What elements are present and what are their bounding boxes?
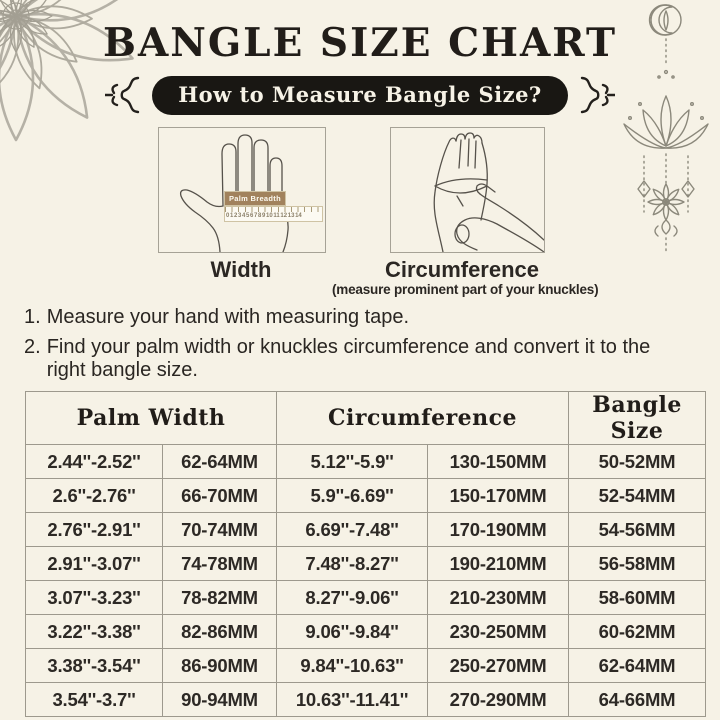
table-cell: 62-64MM bbox=[568, 648, 707, 683]
width-caption: Width bbox=[210, 257, 272, 282]
instruction-list: 1. Measure your hand with measuring tape.… bbox=[24, 306, 696, 389]
table-header-row: Palm Width Circumference Bangle Size bbox=[24, 391, 707, 445]
ruler-ticks bbox=[225, 207, 322, 212]
table-cell: 52-54MM bbox=[568, 478, 707, 513]
table-cell: 170-190MM bbox=[427, 512, 570, 547]
curly-flourish-right-icon bbox=[580, 76, 615, 114]
table-cell: 82-86MM bbox=[161, 614, 278, 649]
table-row: 2.6''-2.76'' 66-70MM 5.9''-6.69'' 150-170MM… bbox=[25, 478, 707, 513]
table-cell: 56-58MM bbox=[568, 546, 707, 581]
table-cell: 66-70MM bbox=[161, 478, 278, 513]
table-cell: 2.91''-3.07'' bbox=[25, 546, 163, 581]
size-table-head: Palm Width Circumference Bangle Size bbox=[24, 391, 707, 445]
table-row: 2.44''-2.52'' 62-64MM 5.12''-5.9'' 130-150M… bbox=[25, 444, 707, 479]
table-cell: 9.84''-10.63'' bbox=[276, 648, 429, 683]
table-cell: 70-74MM bbox=[161, 512, 278, 547]
circumference-subcaption: (measure prominent part of your knuckles… bbox=[332, 282, 599, 297]
table-row: 3.38''-3.54'' 86-90MM 9.84''-10.63'' 250-27… bbox=[25, 648, 707, 683]
measuring-tape: Palm Breadth 0 1 2 3 4 5 6 7 8 9 10 11 1… bbox=[224, 188, 323, 222]
table-cell: 50-52MM bbox=[568, 444, 707, 479]
table-cell: 270-290MM bbox=[427, 682, 570, 717]
table-cell: 10.63''-11.41'' bbox=[276, 682, 429, 717]
size-table-body: 2.44''-2.52'' 62-64MM 5.12''-5.9'' 130-150M… bbox=[25, 444, 707, 717]
width-illustration-box: Palm Breadth 0 1 2 3 4 5 6 7 8 9 10 11 1… bbox=[158, 127, 326, 253]
table-cell: 3.38''-3.54'' bbox=[25, 648, 163, 683]
ruler-numbers: 0 1 2 3 4 5 6 7 8 9 10 11 12 13 14 bbox=[226, 213, 302, 219]
page-title: BANGLE SIZE CHART bbox=[103, 20, 617, 66]
table-cell: 64-66MM bbox=[568, 682, 707, 717]
instruction-item: 2. Find your palm width or knuckles circu… bbox=[24, 336, 696, 382]
ruler-strip: 0 1 2 3 4 5 6 7 8 9 10 11 12 13 14 bbox=[224, 206, 323, 222]
tape-label: Palm Breadth bbox=[224, 191, 286, 206]
table-cell: 60-62MM bbox=[568, 614, 707, 649]
table-row: 3.07''-3.23'' 78-82MM 8.27''-9.06'' 210-230… bbox=[25, 580, 707, 615]
table-cell: 230-250MM bbox=[427, 614, 570, 649]
size-table: Palm Width Circumference Bangle Size 2.4… bbox=[24, 391, 707, 717]
instruction-number: 1. bbox=[24, 306, 41, 328]
table-cell: 250-270MM bbox=[427, 648, 570, 683]
knuckle-measure-hands-icon bbox=[433, 132, 545, 253]
table-row: 2.76''-2.91'' 70-74MM 6.69''-7.48'' 170-190… bbox=[25, 512, 707, 547]
table-cell: 2.44''-2.52'' bbox=[25, 444, 163, 479]
circumference-caption: Circumference (measure prominent part of… bbox=[332, 257, 599, 297]
table-cell: 8.27''-9.06'' bbox=[276, 580, 429, 615]
instruction-text: Find your palm width or knuckles circumf… bbox=[46, 336, 651, 381]
table-cell: 2.76''-2.91'' bbox=[25, 512, 163, 547]
instruction-number: 2. bbox=[24, 336, 41, 358]
circumference-caption-title: Circumference bbox=[384, 257, 540, 282]
table-cell: 74-78MM bbox=[161, 546, 278, 581]
table-cell: 5.9''-6.69'' bbox=[276, 478, 429, 513]
table-cell: 90-94MM bbox=[161, 682, 278, 717]
table-row: 3.22''-3.38'' 82-86MM 9.06''-9.84'' 230-250… bbox=[25, 614, 707, 649]
header-palm-width: Palm Width bbox=[24, 391, 278, 445]
table-cell: 86-90MM bbox=[161, 648, 278, 683]
table-row: 3.54''-3.7'' 90-94MM 10.63''-11.41'' 270-29… bbox=[25, 682, 707, 717]
table-cell: 54-56MM bbox=[568, 512, 707, 547]
banner-row: How to Measure Bangle Size? bbox=[0, 72, 720, 118]
table-cell: 190-210MM bbox=[427, 546, 570, 581]
instruction-item: 1. Measure your hand with measuring tape. bbox=[24, 306, 696, 329]
circumference-illustration-box bbox=[390, 127, 545, 253]
table-cell: 3.07''-3.23'' bbox=[25, 580, 163, 615]
curly-flourish-left-icon bbox=[105, 76, 140, 114]
table-cell: 6.69''-7.48'' bbox=[276, 512, 429, 547]
table-cell: 210-230MM bbox=[427, 580, 570, 615]
header-circumference: Circumference bbox=[276, 391, 570, 445]
table-cell: 130-150MM bbox=[427, 444, 570, 479]
table-cell: 7.48''-8.27'' bbox=[276, 546, 429, 581]
table-cell: 58-60MM bbox=[568, 580, 707, 615]
table-cell: 5.12''-5.9'' bbox=[276, 444, 429, 479]
banner-pill: How to Measure Bangle Size? bbox=[152, 75, 568, 115]
table-cell: 150-170MM bbox=[427, 478, 570, 513]
table-cell: 78-82MM bbox=[161, 580, 278, 615]
table-row: 2.91''-3.07'' 74-78MM 7.48''-8.27'' 190-210… bbox=[25, 546, 707, 581]
table-cell: 62-64MM bbox=[161, 444, 278, 479]
table-cell: 2.6''-2.76'' bbox=[25, 478, 163, 513]
header-bangle-size: Bangle Size bbox=[568, 391, 707, 445]
table-cell: 3.22''-3.38'' bbox=[25, 614, 163, 649]
instruction-text: Measure your hand with measuring tape. bbox=[46, 306, 410, 328]
table-cell: 3.54''-3.7'' bbox=[25, 682, 163, 717]
table-cell: 9.06''-9.84'' bbox=[276, 614, 429, 649]
